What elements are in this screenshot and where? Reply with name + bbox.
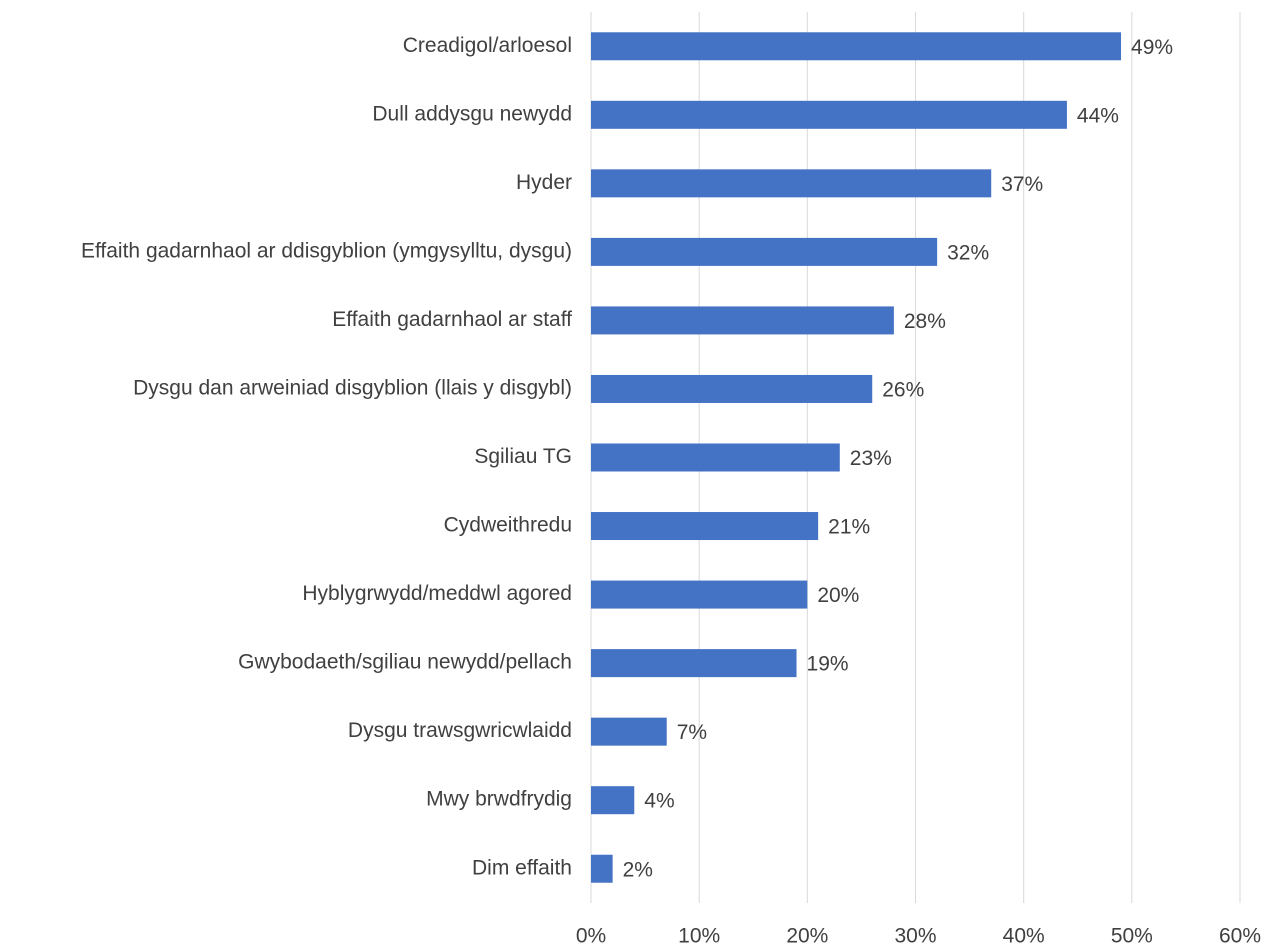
bar bbox=[591, 854, 613, 883]
y-tick-label: Mwy brwdfrydig bbox=[426, 788, 572, 811]
data-label: 19% bbox=[807, 653, 849, 676]
bar bbox=[591, 786, 635, 815]
x-tick-label: 30% bbox=[894, 925, 936, 944]
data-label: 2% bbox=[623, 858, 653, 881]
y-tick-label: Effaith gadarnhaol ar staff bbox=[332, 308, 572, 331]
x-tick-label: 50% bbox=[1111, 925, 1153, 944]
x-tick-label: 0% bbox=[576, 925, 606, 944]
data-label: 49% bbox=[1131, 36, 1173, 59]
bar bbox=[591, 717, 667, 746]
data-label: 4% bbox=[644, 790, 674, 813]
bar bbox=[591, 169, 992, 198]
bar bbox=[591, 32, 1122, 61]
data-label: 37% bbox=[1001, 173, 1043, 196]
bar bbox=[591, 580, 808, 609]
bar bbox=[591, 374, 873, 403]
data-label: 28% bbox=[904, 310, 946, 333]
x-tick-label: 10% bbox=[678, 925, 720, 944]
data-label: 7% bbox=[677, 721, 707, 744]
bar bbox=[591, 237, 938, 266]
data-label: 20% bbox=[817, 584, 859, 607]
bar bbox=[591, 100, 1067, 129]
bar bbox=[591, 443, 840, 472]
bar bbox=[591, 649, 797, 678]
data-label: 44% bbox=[1077, 104, 1119, 127]
data-label: 23% bbox=[850, 447, 892, 470]
y-tick-label: Creadigol/arloesol bbox=[403, 34, 572, 57]
data-label: 32% bbox=[947, 241, 989, 264]
y-tick-label: Dull addysgu newydd bbox=[372, 102, 572, 125]
data-label: 21% bbox=[828, 516, 870, 539]
y-tick-label: Hyblygrwydd/meddwl agored bbox=[302, 582, 572, 605]
y-tick-label: Dysgu trawsgwricwlaidd bbox=[348, 719, 572, 742]
y-tick-label: Hyder bbox=[516, 171, 572, 194]
bar bbox=[591, 512, 819, 541]
y-tick-label: Effaith gadarnhaol ar ddisgyblion (ymgys… bbox=[81, 239, 572, 262]
x-tick-label: 20% bbox=[786, 925, 828, 944]
y-tick-label: Gwybodaeth/sgiliau newydd/pellach bbox=[238, 651, 572, 674]
y-tick-label: Cydweithredu bbox=[444, 514, 572, 537]
x-tick-label: 60% bbox=[1219, 925, 1261, 944]
data-label: 26% bbox=[882, 379, 924, 402]
x-tick-label: 40% bbox=[1003, 925, 1045, 944]
y-tick-label: Dim effaith bbox=[472, 856, 572, 879]
bar bbox=[591, 306, 894, 335]
y-tick-label: Dysgu dan arweiniad disgyblion (llais y … bbox=[133, 377, 572, 400]
y-tick-label: Sgiliau TG bbox=[474, 445, 572, 468]
